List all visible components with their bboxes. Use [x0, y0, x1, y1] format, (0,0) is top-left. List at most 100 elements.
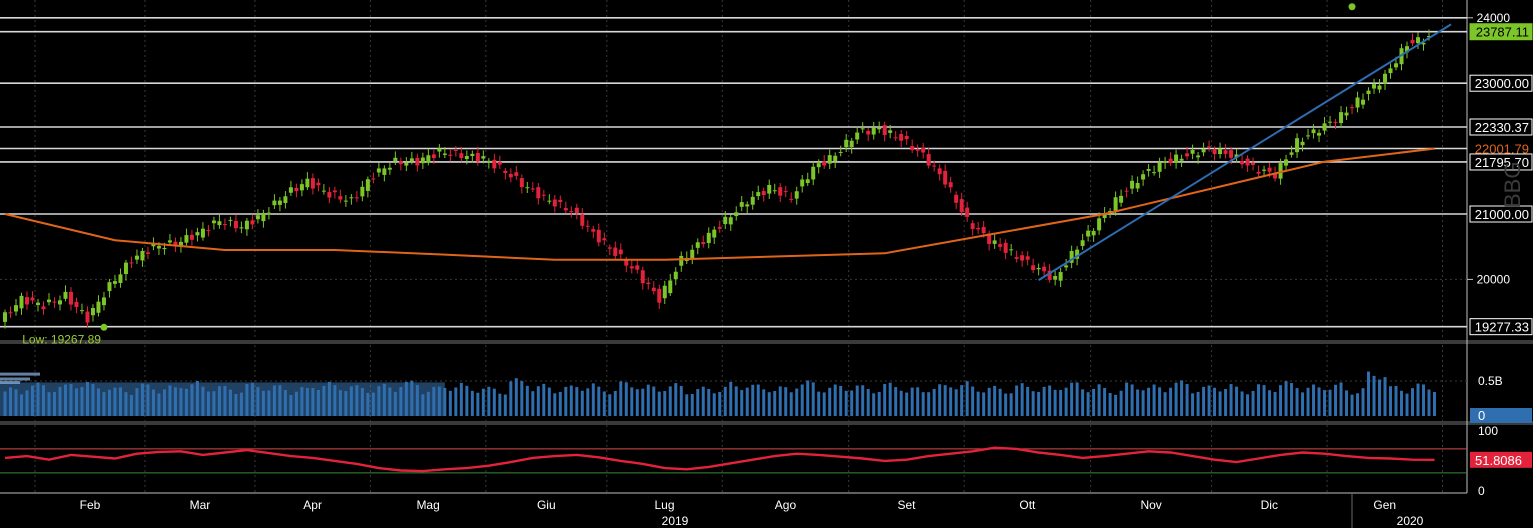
volume-bar — [894, 387, 898, 416]
volume-bar — [179, 388, 183, 416]
volume-bar — [393, 391, 397, 416]
candle-body — [822, 161, 827, 166]
candle-body — [541, 194, 546, 196]
volume-bar — [239, 392, 243, 416]
candle-body — [398, 161, 403, 165]
candle-body — [217, 221, 222, 226]
candle-body — [1014, 257, 1019, 259]
candle-body — [882, 125, 887, 136]
candle-body — [101, 297, 106, 306]
candle-body — [1273, 173, 1278, 179]
moving-average-value-label: 22001.79 — [1475, 141, 1529, 156]
candle-body — [1058, 272, 1063, 281]
volume-bar — [454, 387, 458, 416]
separator-volume-rsi[interactable] — [0, 421, 1533, 425]
candle-body — [547, 200, 552, 202]
volume-axis-tick-label: 0.5B — [1478, 374, 1503, 388]
volume-profile-bar — [0, 381, 20, 384]
candle-body — [921, 147, 926, 153]
candle-body — [431, 154, 436, 159]
volume-bar — [839, 385, 843, 416]
candle-body — [1097, 218, 1102, 231]
candle-body — [404, 162, 409, 166]
candle-body — [976, 227, 981, 230]
candle-body — [717, 226, 722, 229]
volume-bar — [855, 385, 859, 416]
candle-body — [299, 184, 304, 191]
month-label: Set — [897, 498, 916, 512]
month-label: Dic — [1261, 498, 1278, 512]
candle-body — [1135, 182, 1140, 189]
candle-body — [459, 153, 464, 159]
candle-body — [662, 285, 667, 299]
volume-bar — [250, 382, 254, 416]
level-value-label-box — [1469, 318, 1533, 336]
volume-bar — [294, 391, 298, 416]
volume-bar — [1389, 386, 1393, 416]
volume-bar — [1251, 390, 1255, 416]
volume-bar — [113, 387, 117, 416]
candle-body — [371, 178, 376, 180]
candle-body — [442, 153, 447, 155]
candle-body — [1042, 266, 1047, 272]
candle-body — [783, 190, 788, 192]
volume-bar — [1158, 387, 1162, 416]
volume-bar — [861, 385, 865, 416]
candle-body — [1047, 270, 1052, 280]
candle-body — [1146, 168, 1151, 171]
candle-body — [13, 305, 18, 312]
candle-body — [41, 306, 46, 310]
candle-body — [1383, 73, 1388, 84]
month-label: Ago — [775, 498, 797, 512]
candle-body — [657, 288, 662, 303]
volume-last-value-label: 0 — [1478, 408, 1485, 423]
separator-price-volume[interactable] — [0, 340, 1533, 344]
candle-body — [728, 217, 733, 225]
candle-body — [1361, 99, 1366, 105]
candle-body — [866, 130, 871, 135]
candle-body — [706, 232, 711, 244]
candle-body — [409, 158, 414, 162]
volume-bar — [338, 390, 342, 416]
volume-bar — [1114, 394, 1118, 416]
candle-body — [981, 227, 986, 234]
level-value-label: 19277.33 — [1475, 320, 1529, 335]
volume-bar — [85, 381, 89, 416]
last-price-label: 23787.11 — [1476, 25, 1529, 40]
volume-bar — [1141, 390, 1145, 416]
volume-bar — [789, 392, 793, 416]
panel-separators — [0, 340, 1533, 425]
volume-bar — [993, 385, 997, 416]
candle-body — [948, 182, 953, 188]
candle-body — [1031, 265, 1036, 271]
volume-bar — [146, 384, 150, 416]
volume-bar — [613, 390, 617, 416]
month-label: Ott — [1019, 498, 1036, 512]
volume-bar — [30, 385, 34, 416]
volume-bar — [448, 390, 452, 416]
volume-bar — [173, 387, 177, 416]
candle-body — [739, 202, 744, 207]
volume-bar — [833, 384, 837, 416]
rsi-last-value-box — [1470, 451, 1532, 468]
candle-body — [272, 200, 277, 206]
candle-body — [1069, 250, 1074, 263]
candle-body — [250, 220, 255, 225]
month-label: Mag — [416, 498, 439, 512]
volume-bar — [465, 385, 469, 416]
candle-body — [519, 178, 524, 188]
candle-body — [19, 295, 24, 309]
candle-body — [1080, 240, 1085, 246]
volume-bar — [289, 394, 293, 416]
candle-body — [772, 190, 777, 192]
volume-bar — [509, 381, 513, 416]
volume-bar — [1400, 390, 1404, 416]
volume-bar — [1433, 392, 1437, 416]
volume-bar — [503, 394, 507, 416]
volume-bar — [140, 383, 144, 416]
candle-body — [1152, 172, 1157, 174]
candle-body — [426, 155, 431, 163]
candle-body — [508, 173, 513, 178]
candle-body — [1355, 97, 1360, 108]
candle-body — [855, 132, 860, 140]
